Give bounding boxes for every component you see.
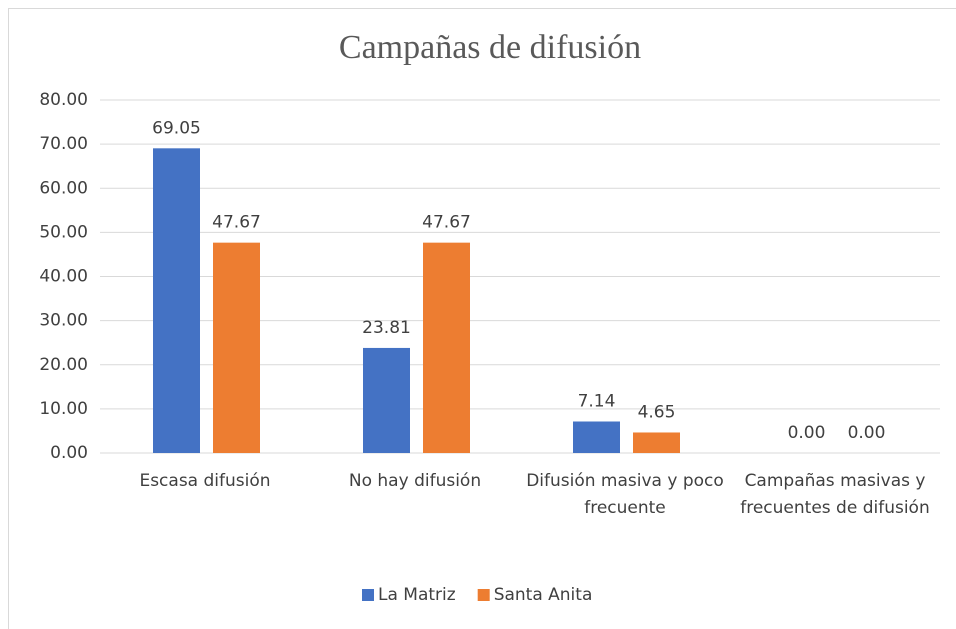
- chart-title: Campañas de difusión: [339, 29, 641, 66]
- data-label: 23.81: [362, 318, 411, 338]
- x-tick-label: Difusión masiva y poco frecuente: [526, 471, 724, 518]
- data-label: 69.05: [152, 118, 201, 138]
- data-label: 47.67: [422, 213, 471, 233]
- y-tick-label: 60.00: [39, 178, 88, 198]
- x-tick-label: Campañas masivas y frecuentes de difusió…: [740, 471, 930, 518]
- bar: [633, 432, 680, 453]
- legend-swatch: [362, 589, 374, 601]
- legend-label: La Matriz: [378, 585, 456, 605]
- bar: [153, 148, 200, 453]
- bar: [363, 347, 410, 453]
- data-label: 7.14: [578, 391, 616, 411]
- data-label: 4.65: [638, 402, 676, 422]
- x-tick-label: Escasa difusión: [139, 471, 271, 491]
- legend-swatch: [477, 589, 490, 601]
- y-tick-label: 70.00: [39, 134, 88, 154]
- y-tick-label: 20.00: [39, 355, 88, 375]
- legend-label: Santa Anita: [494, 585, 593, 605]
- y-tick-label: 30.00: [39, 311, 88, 331]
- bar: [213, 242, 260, 453]
- x-tick-label: No hay difusión: [348, 471, 482, 491]
- y-tick-label: 50.00: [39, 222, 88, 242]
- y-tick-label: 40.00: [39, 267, 88, 287]
- data-label: 0.00: [848, 423, 886, 443]
- chart-border: [8, 8, 956, 629]
- bar: [423, 242, 470, 453]
- data-label: 47.67: [212, 213, 261, 233]
- y-tick-label: 80.00: [39, 90, 88, 110]
- y-tick-label: 10.00: [39, 399, 88, 419]
- y-tick-label: 0.00: [50, 443, 88, 463]
- bar: [573, 421, 620, 453]
- data-label: 0.00: [788, 423, 826, 443]
